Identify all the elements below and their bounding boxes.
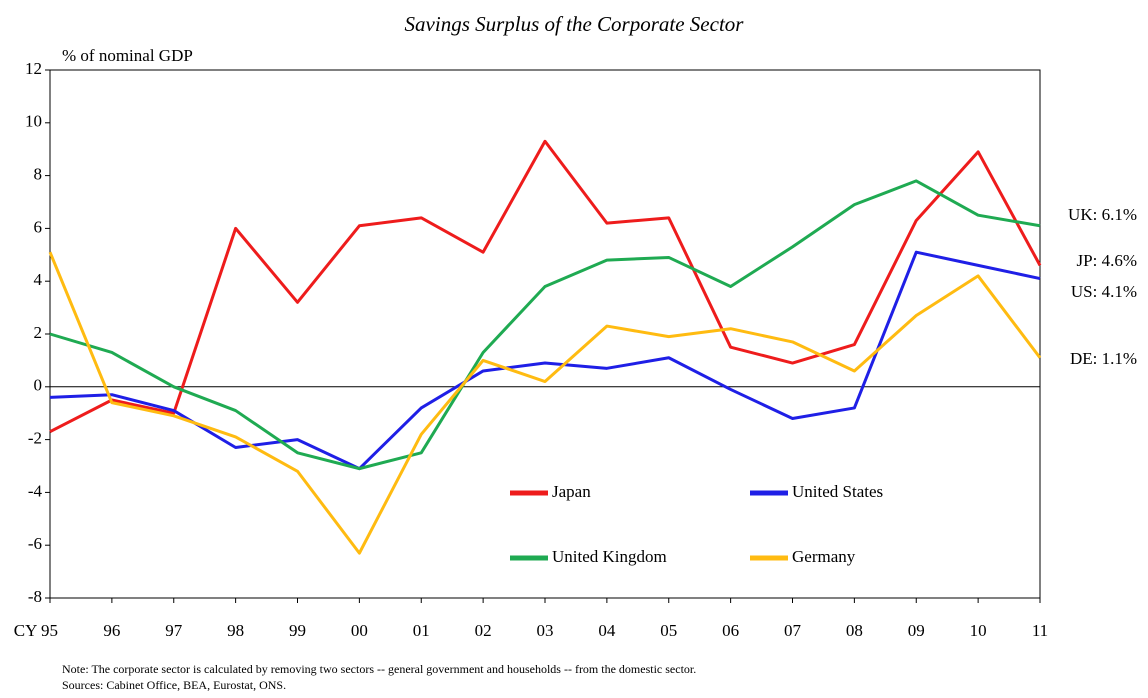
series-line [49,250,1041,471]
plot-frame [49,69,1041,599]
x-tick-label: 99 [289,621,306,640]
x-tick-label: 02 [475,621,492,640]
x-tick-label: 05 [660,621,677,640]
x-tick-label: 03 [537,621,554,640]
legend-label: United Kingdom [552,547,667,566]
end-label: JP: 4.6% [1077,251,1137,270]
note: Sources: Cabinet Office, BEA, Eurostat, … [62,678,286,692]
end-label: UK: 6.1% [1068,205,1137,224]
end-label: DE: 1.1% [1070,349,1137,368]
x-tick-label: 06 [722,621,739,640]
series-line [49,139,1042,434]
y-tick-label: -2 [28,429,42,448]
y-axis-label: % of nominal GDP [62,46,193,65]
y-tick-label: -6 [28,534,42,553]
series-line [48,251,1042,555]
legend-label: United States [792,482,883,501]
x-tick-label: 09 [908,621,925,640]
y-tick-label: -4 [28,481,43,500]
x-tick-label: 97 [165,621,183,640]
y-tick-label: 2 [34,323,43,342]
x-tick-label: 01 [413,621,430,640]
legend-label: Germany [792,547,856,566]
note: Note: The corporate sector is calculated… [62,662,696,676]
x-tick-label: CY 95 [14,621,58,640]
x-tick-label: 10 [970,621,987,640]
x-tick-label: 07 [784,621,802,640]
x-tick-label: 04 [598,621,616,640]
y-tick-label: 10 [25,112,42,131]
y-tick-label: 6 [34,217,43,236]
x-tick-label: 96 [103,621,120,640]
series-line [49,179,1041,471]
x-tick-label: 98 [227,621,244,640]
chart-title: Savings Surplus of the Corporate Sector [405,12,745,36]
y-tick-label: 12 [25,59,42,78]
end-label: US: 4.1% [1071,282,1137,301]
y-tick-label: 8 [34,165,43,184]
y-tick-label: -8 [28,587,42,606]
y-tick-label: 4 [34,270,43,289]
x-tick-label: 08 [846,621,863,640]
x-tick-label: 11 [1032,621,1048,640]
legend-label: Japan [552,482,591,501]
x-tick-label: 00 [351,621,368,640]
y-tick-label: 0 [34,376,43,395]
